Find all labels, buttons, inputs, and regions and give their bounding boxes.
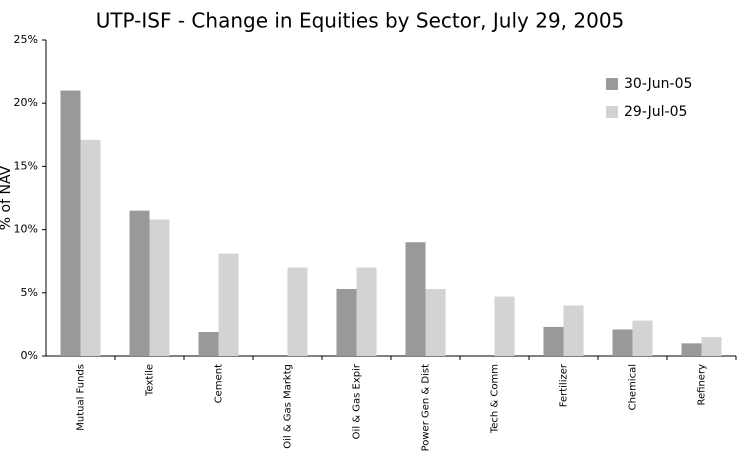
- bar: [149, 219, 170, 356]
- bar: [336, 289, 357, 356]
- chart-title: UTP-ISF - Change in Equities by Sector, …: [96, 9, 625, 33]
- legend-label: 29-Jul-05: [624, 104, 687, 120]
- bar: [80, 139, 101, 356]
- y-tick-label: 25%: [14, 33, 38, 46]
- y-tick-label: 5%: [21, 286, 38, 299]
- y-tick-label: 15%: [14, 159, 38, 172]
- bar: [612, 329, 633, 356]
- x-tick-label: Mutual Funds: [76, 364, 87, 431]
- bar: [701, 337, 722, 356]
- legend-swatch: [606, 106, 618, 118]
- x-tick-label: Power Gen & Dist: [421, 364, 432, 451]
- x-tick-label: Oil & Gas Marktg: [283, 364, 294, 449]
- x-tick-label: Fertilizer: [559, 363, 570, 407]
- bar: [356, 267, 377, 356]
- bar: [198, 331, 219, 356]
- bar: [60, 90, 81, 356]
- bar: [129, 210, 150, 356]
- bar: [563, 305, 584, 356]
- bar: [425, 289, 446, 356]
- bar: [218, 253, 239, 356]
- y-tick-label: 0%: [21, 349, 38, 362]
- bar: [681, 343, 702, 356]
- bar: [494, 296, 515, 356]
- x-tick-label: Refinery: [697, 364, 708, 406]
- y-tick-label: 10%: [14, 223, 38, 236]
- y-axis-label: % of NAV: [0, 165, 14, 230]
- bar: [543, 326, 564, 356]
- bar: [287, 267, 308, 356]
- x-tick-label: Textile: [145, 364, 156, 397]
- bar: [405, 242, 426, 356]
- bar: [632, 320, 653, 356]
- x-tick-label: Tech & Comm: [490, 364, 501, 434]
- x-tick-label: Cement: [214, 364, 225, 403]
- y-tick-label: 20%: [14, 96, 38, 109]
- legend-label: 30-Jun-05: [624, 76, 692, 92]
- x-tick-label: Oil & Gas Expir: [352, 363, 363, 439]
- legend-swatch: [606, 78, 618, 90]
- x-tick-label: Chemical: [628, 364, 639, 410]
